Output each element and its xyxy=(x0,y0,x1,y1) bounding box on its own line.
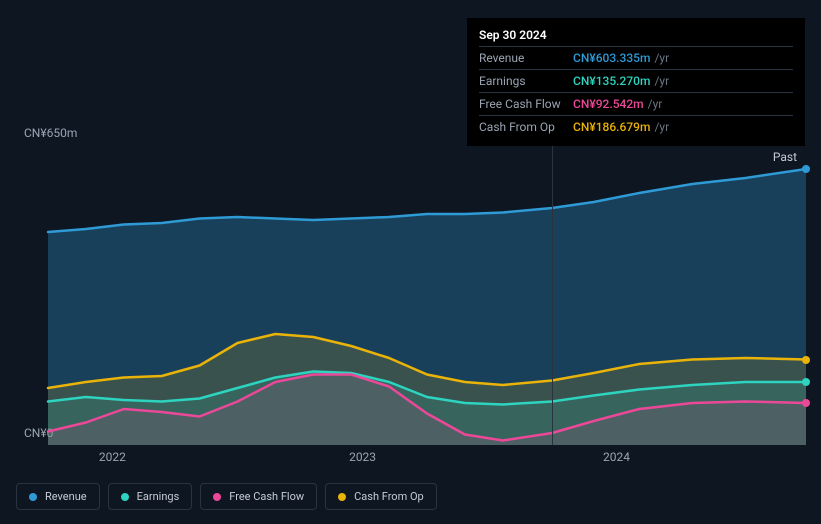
tooltip-value: CN¥186.679m xyxy=(573,120,650,134)
series-end-dot xyxy=(802,399,810,407)
tooltip-row: Cash From OpCN¥186.679m/yr xyxy=(479,116,793,138)
tooltip-label: Revenue xyxy=(479,51,573,65)
tooltip-value: CN¥603.335m xyxy=(573,51,650,65)
legend-item[interactable]: Revenue xyxy=(16,483,100,510)
legend-dot xyxy=(121,493,129,501)
x-axis-labels: 2022 2023 2024 xyxy=(48,450,806,470)
legend-item[interactable]: Earnings xyxy=(108,483,193,510)
tooltip-unit: /yr xyxy=(654,120,669,134)
tooltip-unit: /yr xyxy=(654,74,669,88)
y-axis-max-label: CN¥650m xyxy=(24,126,77,140)
legend-label: Earnings xyxy=(137,490,180,503)
chart-tooltip: Sep 30 2024 RevenueCN¥603.335m/yrEarning… xyxy=(467,18,805,146)
legend-dot xyxy=(338,493,346,501)
legend-item[interactable]: Cash From Op xyxy=(325,483,437,510)
x-axis-label: 2022 xyxy=(99,450,126,464)
tooltip-row: RevenueCN¥603.335m/yr xyxy=(479,47,793,70)
legend-dot xyxy=(29,493,37,501)
tooltip-label: Free Cash Flow xyxy=(479,97,573,111)
tooltip-row: Free Cash FlowCN¥92.542m/yr xyxy=(479,93,793,116)
x-axis-label: 2023 xyxy=(349,450,376,464)
tooltip-label: Earnings xyxy=(479,74,573,88)
legend-item[interactable]: Free Cash Flow xyxy=(200,483,317,510)
tooltip-label: Cash From Op xyxy=(479,120,573,134)
x-axis-label: 2024 xyxy=(603,450,630,464)
chart-legend: Revenue Earnings Free Cash Flow Cash From O… xyxy=(16,483,437,510)
tooltip-date: Sep 30 2024 xyxy=(479,24,793,47)
series-end-dot xyxy=(802,378,810,386)
tooltip-row: EarningsCN¥135.270m/yr xyxy=(479,70,793,93)
series-end-dot xyxy=(802,356,810,364)
chart-marker-line xyxy=(552,145,553,445)
tooltip-unit: /yr xyxy=(654,51,669,65)
legend-label: Revenue xyxy=(45,490,87,503)
legend-label: Free Cash Flow xyxy=(229,490,304,503)
tooltip-value: CN¥135.270m xyxy=(573,74,650,88)
legend-label: Cash From Op xyxy=(354,490,424,503)
area-chart[interactable] xyxy=(48,145,806,445)
tooltip-unit: /yr xyxy=(648,97,663,111)
series-end-dot xyxy=(802,165,810,173)
tooltip-value: CN¥92.542m xyxy=(573,97,644,111)
legend-dot xyxy=(213,493,221,501)
